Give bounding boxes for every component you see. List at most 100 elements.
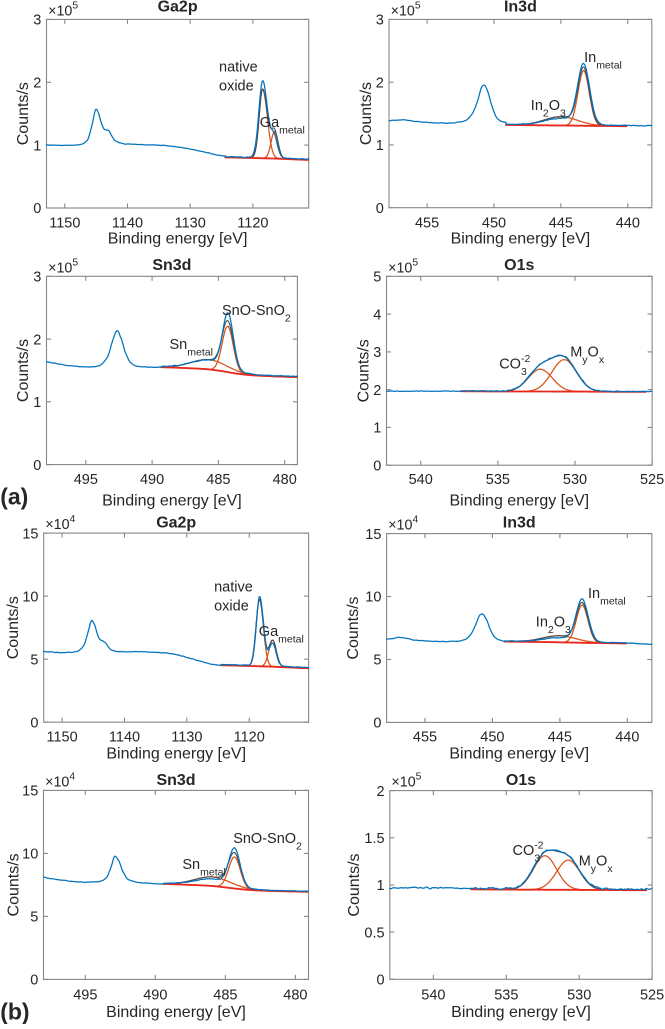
svg-text:525: 525	[640, 988, 664, 1004]
svg-text:450: 450	[480, 729, 504, 745]
svg-text:Binding energy [eV]: Binding energy [eV]	[108, 231, 248, 248]
svg-text:540: 540	[421, 988, 445, 1004]
svg-text:0: 0	[377, 973, 385, 989]
svg-text:Counts/s: Counts/s	[6, 853, 23, 916]
svg-text:oxide: oxide	[219, 79, 254, 95]
svg-text:5: 5	[30, 910, 38, 926]
svg-text:15: 15	[22, 784, 38, 800]
svg-text:0.5: 0.5	[364, 925, 384, 941]
svg-text:535: 535	[486, 472, 510, 488]
svg-text:Counts/s: Counts/s	[15, 82, 32, 145]
svg-text:Snmetal: Snmetal	[170, 337, 213, 359]
svg-text:Counts/s: Counts/s	[5, 596, 22, 659]
svg-text:0: 0	[373, 458, 381, 474]
svg-text:(b): (b)	[0, 999, 29, 1025]
svg-text:1: 1	[376, 138, 384, 154]
svg-text:Gametal: Gametal	[260, 115, 305, 137]
svg-text:×105: ×105	[391, 0, 421, 19]
svg-text:My Ox: My Ox	[570, 345, 605, 367]
svg-text:530: 530	[567, 988, 591, 1004]
svg-text:1140: 1140	[109, 729, 140, 745]
svg-text:485: 485	[206, 472, 230, 488]
svg-text:440: 440	[615, 729, 639, 745]
svg-text:×105: ×105	[388, 257, 418, 276]
svg-text:1: 1	[33, 395, 41, 411]
svg-text:450: 450	[482, 216, 506, 232]
svg-text:2: 2	[377, 784, 385, 800]
svg-text:Binding energy [eV]: Binding energy [eV]	[451, 231, 591, 248]
svg-text:Binding energy [eV]: Binding energy [eV]	[106, 1004, 246, 1021]
svg-text:×105: ×105	[48, 257, 78, 276]
svg-text:5: 5	[30, 652, 38, 668]
svg-text:440: 440	[616, 216, 640, 232]
svg-text:3: 3	[373, 345, 381, 361]
svg-text:535: 535	[494, 988, 518, 1004]
svg-text:Binding energy [eV]: Binding energy [eV]	[449, 493, 589, 510]
svg-text:445: 445	[549, 216, 573, 232]
svg-text:SnO-SnO2: SnO-SnO2	[233, 831, 302, 853]
svg-text:Counts/s: Counts/s	[346, 853, 363, 916]
svg-text:455: 455	[415, 216, 439, 232]
svg-text:My Ox: My Ox	[579, 854, 614, 876]
svg-text:Snmetal: Snmetal	[182, 857, 225, 879]
svg-text:485: 485	[213, 988, 237, 1004]
svg-text:×104: ×104	[388, 515, 418, 534]
svg-text:1: 1	[377, 878, 385, 894]
svg-text:2: 2	[33, 332, 41, 348]
svg-text:480: 480	[273, 472, 297, 488]
svg-text:0: 0	[33, 201, 41, 217]
svg-text:3: 3	[376, 13, 384, 29]
svg-text:1130: 1130	[175, 216, 206, 232]
svg-text:445: 445	[548, 729, 572, 745]
svg-text:1130: 1130	[171, 729, 202, 745]
svg-text:10: 10	[22, 589, 38, 605]
svg-text:480: 480	[283, 988, 307, 1004]
svg-text:Sn3d: Sn3d	[152, 257, 191, 274]
svg-text:0: 0	[376, 201, 384, 217]
svg-text:1.5: 1.5	[364, 831, 384, 847]
svg-text:SnO-SnO2: SnO-SnO2	[222, 303, 291, 325]
svg-text:×104: ×104	[45, 514, 75, 533]
svg-text:In2 O3: In2 O3	[536, 615, 571, 637]
svg-text:native: native	[214, 579, 253, 595]
svg-text:0: 0	[33, 458, 41, 474]
svg-text:Counts/s: Counts/s	[345, 596, 362, 659]
svg-text:Ga2p: Ga2p	[158, 0, 198, 16]
svg-text:×105: ×105	[391, 772, 421, 791]
svg-text:495: 495	[74, 472, 98, 488]
svg-text:1120: 1120	[237, 216, 268, 232]
svg-text:Binding energy [eV]: Binding energy [eV]	[449, 746, 589, 763]
svg-text:490: 490	[143, 988, 167, 1004]
svg-text:×104: ×104	[45, 771, 75, 790]
svg-text:1120: 1120	[234, 729, 265, 745]
svg-text:525: 525	[640, 472, 664, 488]
svg-text:Counts/s: Counts/s	[15, 339, 32, 402]
svg-text:530: 530	[563, 472, 587, 488]
svg-text:1150: 1150	[49, 216, 80, 232]
svg-text:Binding energy [eV]: Binding energy [eV]	[106, 746, 246, 763]
svg-text:0: 0	[373, 716, 381, 732]
svg-text:3: 3	[33, 270, 41, 286]
svg-text:5: 5	[373, 653, 381, 669]
svg-text:Sn3d: Sn3d	[156, 772, 195, 789]
svg-text:In2 O3: In2 O3	[531, 98, 566, 120]
svg-text:15: 15	[22, 526, 38, 542]
svg-text:540: 540	[409, 472, 433, 488]
svg-text:1150: 1150	[47, 729, 78, 745]
svg-text:O1s: O1s	[504, 257, 534, 274]
svg-text:O1s: O1s	[506, 772, 536, 789]
svg-text:1: 1	[373, 421, 381, 437]
svg-text:5: 5	[373, 270, 381, 286]
svg-text:Binding energy [eV]: Binding energy [eV]	[102, 493, 242, 510]
svg-text:0: 0	[30, 715, 38, 731]
svg-text:Counts/s: Counts/s	[356, 339, 373, 402]
svg-text:Inmetal: Inmetal	[584, 50, 622, 72]
svg-text:495: 495	[73, 988, 97, 1004]
svg-text:0: 0	[30, 973, 38, 989]
svg-text:455: 455	[413, 729, 437, 745]
svg-text:10: 10	[365, 590, 381, 606]
svg-text:Inmetal: Inmetal	[588, 586, 626, 608]
svg-text:In3d: In3d	[503, 515, 536, 532]
svg-text:(a): (a)	[0, 484, 28, 510]
svg-text:490: 490	[140, 472, 164, 488]
